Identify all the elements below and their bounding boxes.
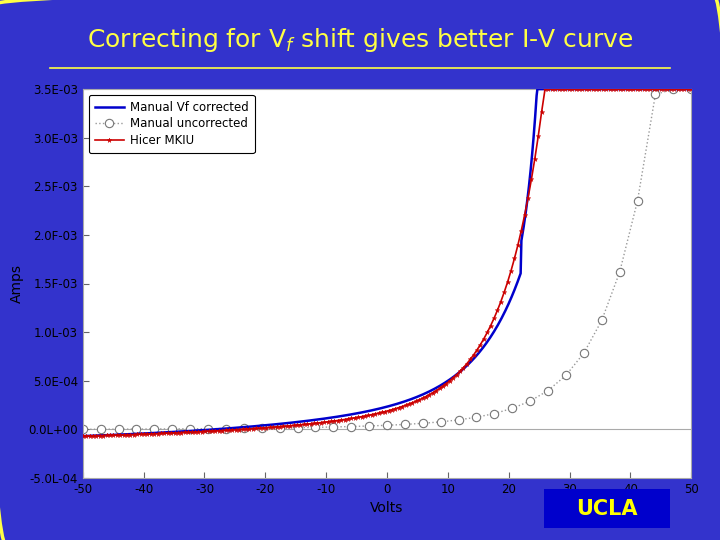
Legend: Manual Vf corrected, Manual uncorrected, Hicer MKIU: Manual Vf corrected, Manual uncorrected,…: [89, 95, 255, 153]
Manual uncorrected: [669, 86, 678, 92]
Manual Vf corrected: [466, 359, 474, 366]
Hicer MKIU: [541, 86, 549, 92]
Manual uncorrected: [616, 269, 624, 275]
Manual uncorrected: [293, 424, 302, 431]
Manual uncorrected: [651, 91, 660, 98]
Manual uncorrected: [275, 424, 284, 431]
Text: UCLA: UCLA: [576, 498, 637, 519]
Manual uncorrected: [258, 425, 266, 431]
Manual uncorrected: [114, 426, 123, 433]
Manual Vf corrected: [541, 86, 549, 92]
Manual uncorrected: [562, 372, 570, 379]
Manual uncorrected: [365, 423, 374, 429]
Manual uncorrected: [132, 426, 141, 433]
Manual Vf corrected: [448, 375, 456, 381]
Manual uncorrected: [222, 426, 230, 432]
Manual uncorrected: [168, 426, 176, 432]
Manual Vf corrected: [533, 86, 541, 92]
Manual uncorrected: [472, 414, 481, 421]
Line: Manual uncorrected: Manual uncorrected: [78, 85, 696, 434]
Manual Vf corrected: [116, 431, 125, 438]
Manual uncorrected: [687, 86, 696, 92]
Manual uncorrected: [436, 418, 445, 425]
Hicer MKIU: [89, 433, 97, 439]
Hicer MKIU: [687, 86, 696, 92]
Hicer MKIU: [150, 430, 158, 437]
Line: Manual Vf corrected: Manual Vf corrected: [83, 89, 691, 436]
Hicer MKIU: [78, 433, 87, 440]
Manual uncorrected: [311, 424, 320, 430]
Manual uncorrected: [78, 426, 87, 433]
Manual uncorrected: [150, 426, 158, 432]
Manual uncorrected: [508, 405, 516, 411]
Manual uncorrected: [186, 426, 194, 432]
Manual uncorrected: [526, 398, 534, 404]
Manual uncorrected: [96, 426, 105, 433]
Manual uncorrected: [240, 425, 248, 431]
Manual uncorrected: [204, 426, 212, 432]
Text: Correcting for V$_f$ shift gives better I-V curve: Correcting for V$_f$ shift gives better …: [87, 26, 633, 55]
Manual uncorrected: [490, 410, 499, 417]
Manual uncorrected: [400, 421, 409, 428]
Manual Vf corrected: [78, 433, 87, 440]
Hicer MKIU: [204, 428, 213, 435]
Hicer MKIU: [670, 86, 678, 92]
Y-axis label: Amps: Amps: [10, 264, 24, 303]
Manual uncorrected: [580, 350, 588, 356]
Line: Hicer MKIU: Hicer MKIU: [81, 86, 693, 438]
Hicer MKIU: [622, 86, 631, 92]
Manual uncorrected: [633, 198, 642, 204]
X-axis label: Volts: Volts: [370, 501, 404, 515]
Manual uncorrected: [329, 424, 338, 430]
Manual uncorrected: [454, 417, 463, 423]
Manual uncorrected: [383, 422, 392, 429]
Manual Vf corrected: [603, 86, 612, 92]
Hicer MKIU: [310, 420, 318, 427]
Manual uncorrected: [598, 317, 606, 323]
Manual uncorrected: [418, 420, 427, 427]
Manual uncorrected: [347, 423, 356, 430]
Manual Vf corrected: [687, 86, 696, 92]
Manual Vf corrected: [432, 384, 441, 391]
Manual uncorrected: [544, 387, 552, 394]
